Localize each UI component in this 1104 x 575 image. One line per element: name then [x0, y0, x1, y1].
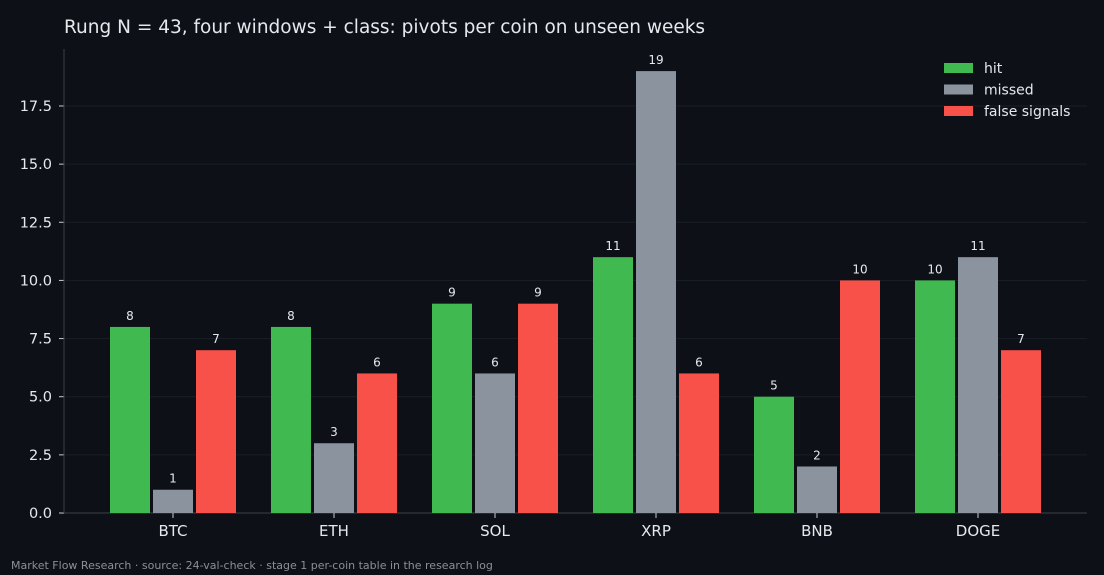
legend-label-hit: hit	[984, 61, 1003, 77]
legend-swatch-false-signals	[944, 106, 973, 116]
bar-missed-btc	[153, 489, 193, 513]
bar-value-label: 6	[491, 355, 499, 369]
bar-missed-xrp	[636, 71, 676, 513]
bar-value-label: 5	[770, 379, 778, 393]
bar-value-label: 6	[373, 355, 381, 369]
y-tick-label: 12.5	[20, 215, 52, 231]
legend: hit missed false signals	[944, 61, 1070, 120]
bar-value-label: 19	[648, 53, 663, 67]
bar-value-label: 10	[852, 262, 867, 276]
x-tick-label: XRP	[641, 522, 671, 540]
bar-value-label: 9	[534, 286, 542, 300]
x-tick-label: BTC	[158, 522, 187, 540]
footer-source-note: Market Flow Research · source: 24-val-ch…	[11, 559, 493, 572]
bar-hit-eth	[271, 326, 311, 513]
x-tick-label: SOL	[480, 522, 510, 540]
bar-value-label: 10	[927, 262, 942, 276]
bar-missed-sol	[475, 373, 515, 513]
y-tick-label: 5.0	[29, 390, 52, 406]
chart-title: Rung N = 43, four windows + class: pivot…	[64, 17, 705, 38]
bar-value-label: 2	[813, 448, 821, 462]
y-tick-label: 17.5	[20, 99, 52, 115]
legend-swatch-missed	[944, 84, 973, 95]
y-tick-label: 10.0	[20, 273, 52, 289]
bar-hit-sol	[432, 303, 472, 513]
bar-false-signals-eth	[357, 373, 397, 513]
bar-value-label: 7	[1017, 332, 1025, 346]
x-tick-label: BNB	[801, 522, 833, 540]
y-tick-label: 7.5	[29, 332, 52, 348]
y-tick-label: 2.5	[29, 448, 52, 464]
legend-swatch-hit	[944, 63, 973, 73]
y-tick-label: 0.0	[29, 506, 52, 522]
x-tick-label: DOGE	[956, 522, 1000, 540]
bar-value-label: 3	[330, 425, 338, 439]
legend-label-false-signals: false signals	[984, 104, 1070, 120]
bar-hit-xrp	[593, 257, 633, 513]
x-tick-label: ETH	[319, 522, 349, 540]
bar-value-label: 6	[695, 355, 703, 369]
bar-false-signals-bnb	[840, 280, 880, 513]
bars: 8 1 7 8 3 6 9 6 9 11 19 6 5 2 10 10 11 7	[110, 53, 1041, 513]
bar-missed-bnb	[797, 466, 837, 513]
bar-false-signals-btc	[196, 350, 236, 513]
y-tick-label: 15.0	[20, 157, 52, 173]
legend-label-missed: missed	[984, 83, 1034, 99]
bar-hit-bnb	[754, 396, 794, 513]
bar-value-label: 9	[448, 286, 456, 300]
y-axis: 0.0 2.5 5.0 7.5 10.0 12.5 15.0 17.5	[20, 49, 65, 522]
bar-value-label: 8	[287, 309, 295, 323]
bar-missed-eth	[314, 443, 354, 513]
bar-hit-btc	[110, 326, 150, 513]
bar-false-signals-doge	[1001, 350, 1041, 513]
bar-false-signals-sol	[518, 303, 558, 513]
bar-hit-doge	[915, 280, 955, 513]
bar-value-label: 1	[169, 472, 177, 486]
bar-value-label: 7	[212, 332, 220, 346]
x-axis: BTC ETH SOL XRP BNB DOGE	[64, 512, 1087, 540]
bar-value-label: 8	[126, 309, 134, 323]
bar-value-label: 11	[970, 239, 985, 253]
bar-false-signals-xrp	[679, 373, 719, 513]
bar-missed-doge	[958, 257, 998, 513]
bar-value-label: 11	[605, 239, 620, 253]
